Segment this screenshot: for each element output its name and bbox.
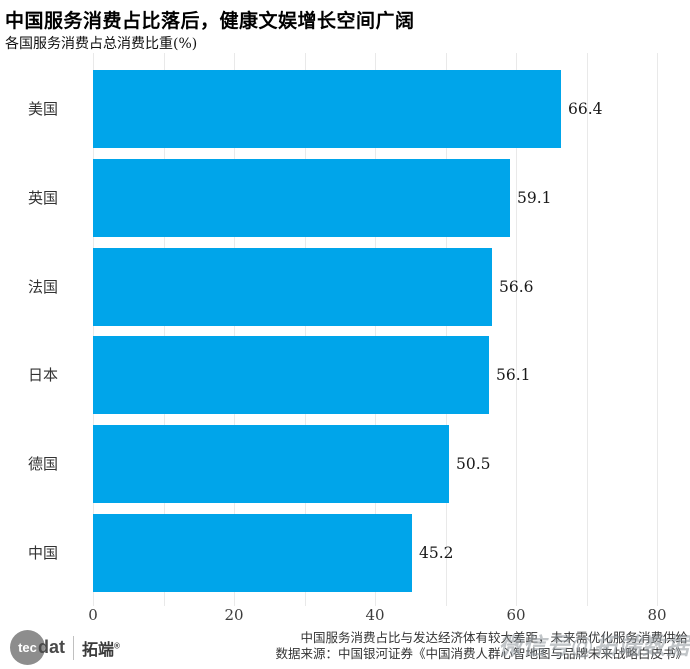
tecdat-brand-name: 拓端® <box>82 636 120 660</box>
brand-text: 拓端 <box>82 641 115 659</box>
x-tick-label: 80 <box>647 606 667 624</box>
bar <box>93 336 489 414</box>
footer-note-line1: 中国服务消费占比与发达经济体有较大差距，未来需优化服务消费供给 <box>300 630 688 645</box>
bar-row-uk: 英国 59.1 <box>0 159 690 237</box>
x-tick-label: 60 <box>506 606 526 624</box>
value-label: 56.6 <box>499 278 534 296</box>
tecdat-logo-suffix: dat <box>38 637 65 657</box>
x-tick-label: 0 <box>88 606 98 624</box>
category-label: 英国 <box>27 189 58 207</box>
bar-row-germany: 德国 50.5 <box>0 425 690 503</box>
bar-row-france: 法国 56.6 <box>0 248 690 326</box>
bar <box>93 159 510 237</box>
category-label: 法国 <box>27 278 58 296</box>
bar <box>93 70 561 148</box>
value-label: 45.2 <box>419 544 454 562</box>
footer-notes: 中国服务消费占比与发达经济体有较大差距，未来需优化服务消费供给 数据来源：中国银… <box>275 630 688 661</box>
gridline <box>93 53 94 606</box>
bar <box>93 425 449 503</box>
registered-mark: ® <box>114 641 120 651</box>
value-label: 50.5 <box>456 455 491 473</box>
plot-area <box>93 53 678 606</box>
gridline <box>516 53 517 606</box>
chart-title: 中国服务消费占比落后，健康文娱增长空间广阔 <box>5 10 415 32</box>
gridline <box>375 53 376 606</box>
gridline <box>586 53 588 606</box>
watermark-text: 微信号@拓端数据 <box>498 633 690 659</box>
gridline <box>234 53 235 606</box>
tecdat-logo: tec dat 拓端® <box>10 629 120 666</box>
category-label: 日本 <box>27 366 58 384</box>
logo-divider <box>73 635 74 660</box>
gridline <box>163 53 165 606</box>
x-tick-label: 20 <box>224 606 244 624</box>
category-label: 中国 <box>27 544 58 562</box>
bar-row-usa: 美国 66.4 <box>0 70 690 148</box>
footer-note-line2: 数据来源：中国银河证券《中国消费人群心智地图与品牌未来战略白皮书》 <box>275 645 688 661</box>
chart-subtitle: 各国服务消费占总消费比重(%) <box>5 36 198 52</box>
value-label: 56.1 <box>496 366 531 384</box>
tecdat-logo-circle-icon: tec <box>10 630 45 665</box>
value-label: 66.4 <box>568 100 603 118</box>
gridline <box>657 53 658 606</box>
bar-row-china: 中国 45.2 <box>0 514 690 592</box>
x-tick-label: 40 <box>365 606 385 624</box>
gridline <box>445 53 447 606</box>
category-label: 美国 <box>27 100 58 118</box>
bar <box>93 248 492 326</box>
gridline <box>304 53 306 606</box>
bar <box>93 514 412 592</box>
value-label: 59.1 <box>517 189 552 207</box>
category-label: 德国 <box>27 455 58 473</box>
bar-row-japan: 日本 56.1 <box>0 336 690 414</box>
